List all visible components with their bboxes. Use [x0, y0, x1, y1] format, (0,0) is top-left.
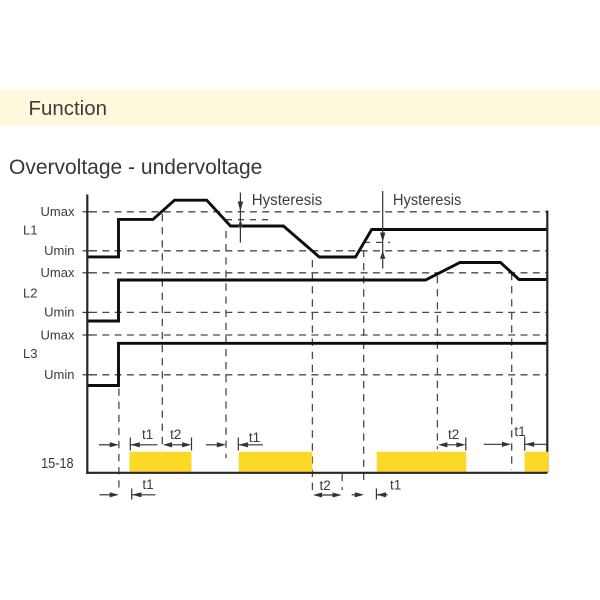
svg-text:L1: L1 — [23, 223, 37, 238]
svg-text:t2: t2 — [448, 427, 459, 442]
svg-text:L3: L3 — [23, 346, 37, 361]
svg-text:Umin: Umin — [44, 367, 74, 382]
svg-text:Overvoltage - undervoltage: Overvoltage - undervoltage — [9, 156, 262, 179]
svg-text:t1: t1 — [142, 427, 153, 442]
svg-text:Umin: Umin — [44, 243, 74, 258]
svg-text:L2: L2 — [23, 285, 37, 300]
svg-text:t1: t1 — [142, 477, 153, 492]
svg-text:t2: t2 — [319, 478, 330, 493]
svg-text:15-18: 15-18 — [41, 455, 74, 472]
svg-text:Hysteresis: Hysteresis — [393, 192, 462, 209]
svg-text:Umin: Umin — [44, 305, 74, 320]
svg-text:Function: Function — [29, 98, 108, 120]
svg-text:t2: t2 — [170, 427, 181, 442]
svg-text:Umax: Umax — [41, 204, 75, 219]
svg-text:t1: t1 — [249, 430, 260, 445]
svg-text:Umax: Umax — [41, 327, 75, 342]
svg-text:t1: t1 — [390, 477, 401, 492]
svg-text:Hysteresis: Hysteresis — [252, 192, 323, 209]
svg-text:Umax: Umax — [41, 265, 75, 280]
svg-text:t1: t1 — [514, 424, 525, 439]
